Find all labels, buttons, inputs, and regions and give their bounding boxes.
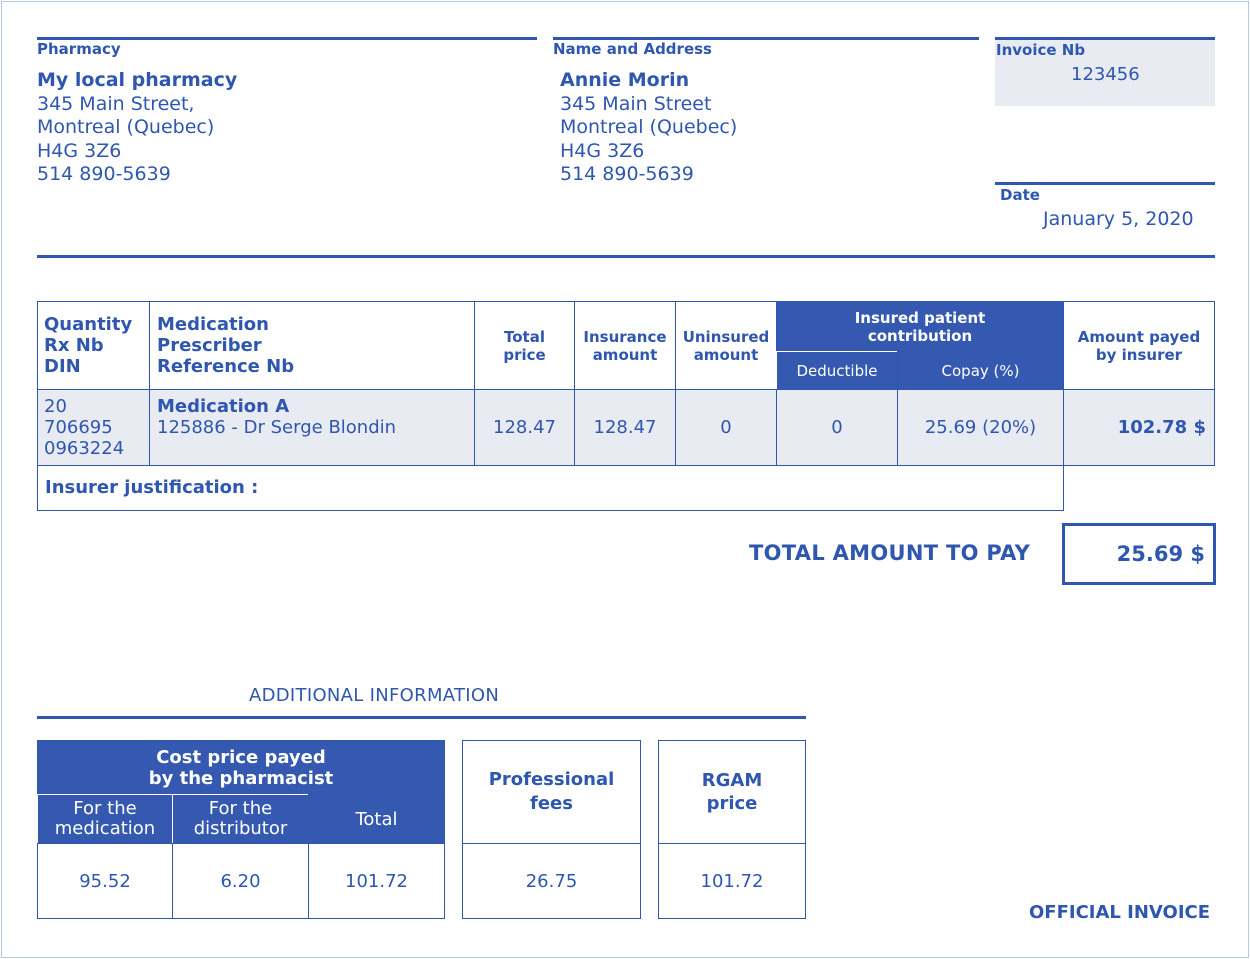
header-prescriber-label: Prescriber [157,335,262,356]
pharmacy-postal: H4G 3Z6 [37,139,122,162]
for-med-l1: For the [73,798,137,819]
customer-address: Annie Morin 345 Main Street Montreal (Qu… [560,69,737,187]
header-rx-label: Rx Nb [44,335,104,356]
customer-rule [553,37,979,40]
pharmacy-address: My local pharmacy 345 Main Street, Montr… [37,69,237,187]
prof-fees-l1: Professional [488,769,615,790]
professional-fees-header: Professional fees [462,740,641,844]
header-insurer-l2: by insurer [1095,345,1183,364]
header-quantity-label: Quantity [44,314,133,335]
total-value: 25.69 $ [1062,523,1216,585]
header-contribution-l2: contribution [867,326,973,345]
header-uninsured-l2: amount [693,345,759,364]
row-quantity-cell: 20 706695 0963224 [37,389,150,466]
pharmacy-label: Pharmacy [37,40,121,58]
cost-header-l1: Cost price payed [156,746,326,768]
row-prescriber: 125886 - Dr Serge Blondin [157,417,397,438]
row-amount-insurer: 102.78 $ [1063,389,1215,466]
header-insurance-l1: Insurance [583,327,667,346]
header-din-label: DIN [44,356,81,377]
for-dist-l1: For the [208,798,273,819]
header-total-l2: price [503,345,546,364]
pharmacy-name: My local pharmacy [37,69,238,91]
row-total-price: 128.47 [474,389,575,466]
row-quantity: 20 [44,396,67,417]
header-total-l1: Total [504,327,545,346]
pharmacy-phone: 514 890-5639 [37,163,171,185]
header-separator [37,255,1215,258]
customer-name: Annie Morin [560,69,690,91]
pharmacy-street: 345 Main Street, [37,92,195,115]
header-contribution-l1: Insured patient [854,308,986,327]
customer-city: Montreal (Quebec) [560,116,738,138]
header-uninsured-amount: Uninsured amount [675,301,777,390]
header-uninsured-l1: Uninsured [682,327,770,346]
rgam-price-value: 101.72 [658,843,806,919]
header-copay: Copay (%) [897,351,1064,390]
cost-total-value: 101.72 [308,843,445,919]
row-insurance-amount: 128.47 [574,389,676,466]
row-rx: 706695 [44,417,113,438]
invoice-number-value: 123456 [1071,64,1140,85]
row-medication: Medication A [157,396,290,417]
header-amount-insurer: Amount payed by insurer [1063,301,1215,390]
date-label: Date [1000,186,1040,204]
for-distributor-value: 6.20 [172,843,309,919]
official-invoice-label: OFFICIAL INVOICE [1029,902,1211,923]
invoice-number-label: Invoice Nb [996,41,1086,59]
for-medication-value: 95.52 [37,843,173,919]
row-copay: 25.69 (20%) [897,389,1064,466]
row-deductible: 0 [776,389,898,466]
insurer-justification: Insurer justification : [37,465,1064,511]
additional-info-title: ADDITIONAL INFORMATION [249,685,500,706]
header-insurer-l1: Amount payed [1077,327,1201,346]
customer-postal: H4G 3Z6 [560,139,645,162]
header-quantity: Quantity Rx Nb DIN [37,301,150,390]
customer-phone: 514 890-5639 [560,163,694,185]
header-insurance-l2: amount [592,345,658,364]
total-label: TOTAL AMOUNT TO PAY [749,541,1031,565]
cost-price-header: Cost price payed by the pharmacist [37,740,445,795]
for-dist-l2: distributor [193,818,288,839]
for-distributor-header: For the distributor [172,794,309,844]
rgam-l1: RGAM [701,770,763,791]
row-din: 0963224 [44,438,125,459]
prof-fees-l2: fees [530,793,573,814]
header-reference-label: Reference Nb [157,356,295,377]
rgam-l2: price [706,793,758,814]
professional-fees-value: 26.75 [462,843,641,919]
header-total-price: Total price [474,301,575,390]
row-uninsured-amount: 0 [675,389,777,466]
date-value: January 5, 2020 [1043,208,1194,230]
invoice-number-box: Invoice Nb 123456 [995,37,1215,106]
customer-street: 345 Main Street [560,92,712,115]
additional-info-rule [37,716,806,719]
pharmacy-rule [37,37,537,40]
customer-label: Name and Address [553,40,712,58]
header-medication-label: Medication [157,314,269,335]
for-med-l2: medication [54,818,156,839]
header-medication: Medication Prescriber Reference Nb [149,301,475,390]
date-rule [995,182,1215,185]
header-insurance-amount: Insurance amount [574,301,676,390]
cost-header-l2: by the pharmacist [148,767,334,789]
header-deductible: Deductible [776,351,898,390]
row-medication-cell: Medication A 125886 - Dr Serge Blondin [149,389,475,466]
for-medication-header: For the medication [37,794,173,844]
header-insured-contribution: Insured patient contribution [776,301,1064,352]
rgam-price-header: RGAM price [658,740,806,844]
pharmacy-city: Montreal (Quebec) [37,116,215,138]
cost-total-header: Total [308,794,445,844]
